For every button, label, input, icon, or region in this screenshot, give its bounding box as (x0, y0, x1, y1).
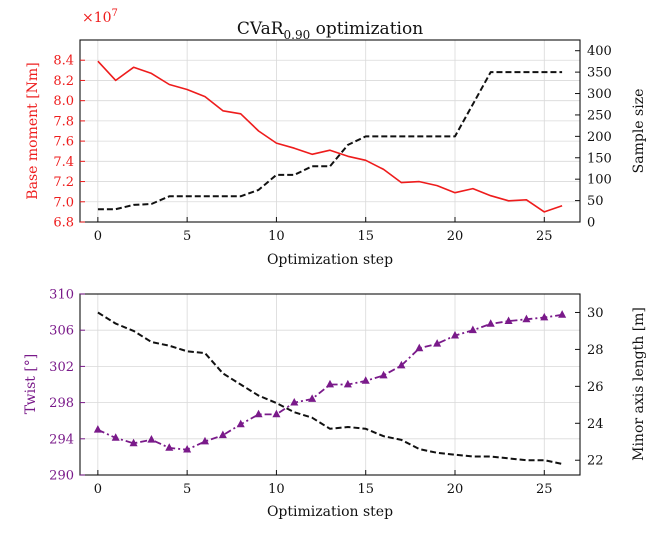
data-point-marker (379, 370, 388, 379)
x-tick-label: 5 (183, 229, 191, 244)
top-series (97, 60, 563, 213)
top-x-axis-label: Optimization step (267, 252, 393, 268)
y-right-tick-label: 350 (587, 66, 612, 81)
y-left-tick-label: 7.8 (53, 114, 74, 129)
y-left-tick-label: 298 (49, 396, 74, 411)
y-right-tick-label: 400 (587, 44, 612, 59)
y-offset-text: ×107 (82, 8, 118, 26)
data-point-marker (183, 444, 192, 453)
bottom-frame (79, 293, 581, 476)
series-line-minor-axis-length (97, 311, 563, 465)
top-chart: 0 5 10 15 20 25 6.8 7.0 7.2 7.4 7.6 7.8 8.0 8.2 8.4 0… (25, 8, 647, 268)
bottom-y-right-axis-label: Minor axis length [m] (631, 307, 647, 461)
data-point-marker (415, 343, 424, 352)
bottom-y-right-ticks: 22 24 26 28 30 (575, 306, 604, 469)
data-point-marker (558, 310, 567, 318)
chart-title: CVaR0.90 optimization (237, 19, 423, 42)
y-right-tick-label: 250 (587, 108, 612, 123)
y-right-tick-label: 22 (587, 454, 604, 469)
x-tick-label: 10 (268, 482, 285, 497)
y-right-tick-label: 200 (587, 130, 612, 145)
top-plot-area (80, 40, 580, 222)
data-point-marker (308, 394, 317, 402)
data-point-marker (147, 435, 156, 443)
y-left-tick-label: 7.2 (53, 175, 74, 190)
x-tick-label: 15 (357, 482, 374, 497)
y-left-tick-label: 7.4 (53, 155, 74, 170)
data-point-marker (397, 360, 406, 369)
y-right-tick-label: 0 (587, 216, 595, 231)
y-left-tick-label: 8.2 (53, 74, 74, 89)
x-tick-label: 15 (357, 229, 374, 244)
y-left-tick-label: 8.0 (53, 94, 74, 109)
data-point-marker (540, 312, 549, 321)
data-point-marker (165, 443, 174, 451)
data-point-marker (200, 436, 210, 445)
y-right-tick-label: 50 (587, 194, 604, 209)
x-tick-label: 0 (94, 229, 102, 244)
y-right-tick-label: 28 (587, 343, 604, 358)
data-point-marker (111, 433, 120, 441)
data-point-marker (218, 430, 227, 439)
top-y-left-axis-label: Base moment [Nm] (25, 62, 41, 199)
y-right-tick-label: 100 (587, 173, 612, 188)
data-point-marker (450, 330, 460, 339)
y-left-tick-label: 310 (49, 288, 74, 303)
series-line-twist (97, 313, 563, 451)
y-right-tick-label: 26 (587, 380, 604, 395)
top-x-ticks: 0 5 10 15 20 25 (94, 217, 553, 244)
x-tick-label: 25 (536, 229, 553, 244)
data-point-marker (325, 379, 335, 388)
y-right-tick-label: 300 (587, 87, 612, 102)
x-tick-label: 5 (183, 482, 191, 497)
series-line-base-moment (97, 60, 563, 213)
bottom-chart: 0 5 10 15 20 25 290 294 298 302 306 310 22 24 26 28 30… (23, 288, 647, 521)
y-right-tick-label: 150 (587, 151, 612, 166)
y-left-tick-label: 306 (49, 324, 74, 339)
x-tick-label: 0 (94, 482, 102, 497)
data-point-marker (468, 325, 477, 334)
y-left-tick-label: 6.8 (53, 216, 74, 231)
top-y-right-ticks: 0 50 100 150 200 250 300 350 400 (575, 44, 612, 231)
data-point-marker (343, 379, 352, 388)
data-point-marker (272, 409, 281, 418)
y-right-tick-label: 24 (587, 417, 604, 432)
y-right-tick-label: 30 (587, 306, 604, 321)
data-point-marker (290, 397, 299, 406)
series-line-sample-size (97, 71, 563, 211)
top-y-right-axis-label: Sample size (631, 89, 647, 174)
y-left-tick-label: 294 (49, 432, 74, 447)
data-point-marker (504, 316, 513, 325)
y-left-tick-label: 302 (49, 360, 74, 375)
x-tick-label: 20 (447, 229, 464, 244)
y-left-tick-label: 7.6 (53, 135, 74, 150)
top-y-left-ticks: 6.8 7.0 7.2 7.4 7.6 7.8 8.0 8.2 8.4 (53, 54, 85, 231)
bottom-x-axis-label: Optimization step (267, 504, 393, 520)
y-left-tick-label: 7.0 (53, 195, 74, 210)
bottom-y-left-axis-label: Twist [°] (23, 354, 39, 414)
data-point-marker (254, 409, 263, 418)
x-tick-label: 20 (447, 482, 464, 497)
bottom-series (93, 310, 567, 465)
data-point-marker (93, 425, 102, 433)
y-left-tick-label: 290 (49, 469, 74, 484)
data-point-marker (522, 314, 531, 323)
bottom-y-left-ticks: 290 294 298 302 306 310 (49, 288, 85, 484)
data-point-marker (129, 438, 138, 447)
data-point-marker (486, 319, 495, 327)
bottom-x-ticks: 0 5 10 15 20 25 (94, 470, 553, 497)
x-tick-label: 10 (268, 229, 285, 244)
data-point-marker (361, 376, 370, 384)
data-point-marker (236, 419, 245, 428)
y-left-tick-label: 8.4 (53, 54, 74, 69)
data-point-marker (433, 339, 442, 347)
top-frame (79, 39, 581, 223)
x-tick-label: 25 (536, 482, 553, 497)
